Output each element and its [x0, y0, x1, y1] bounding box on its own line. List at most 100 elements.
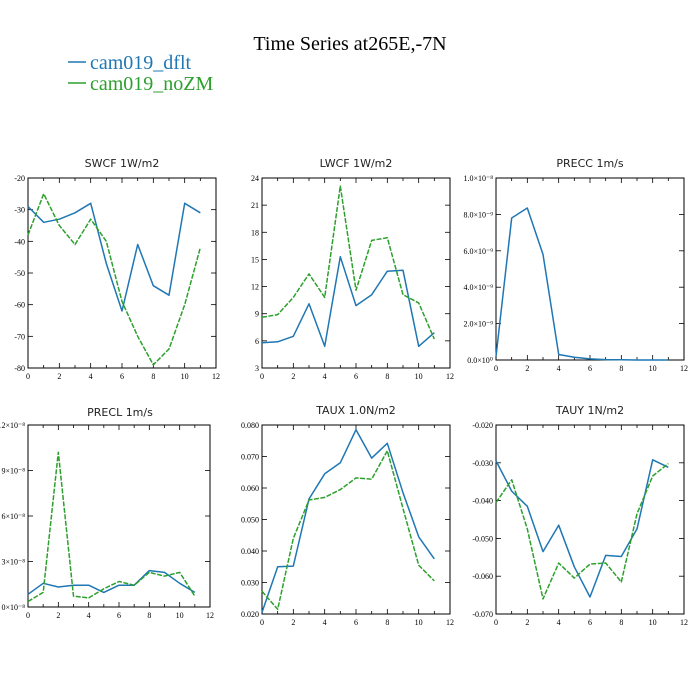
taux-y-tick-label: 0.050	[241, 516, 259, 525]
precc-x-tick-label: 12	[680, 364, 688, 373]
panel-swcf: SWCF 1W/m2 0 2 4 6 8 10 12 -80 -70 -60 -50 -40 -30 -2…	[14, 157, 220, 381]
lwcf-x-tick-label: 10	[415, 372, 423, 381]
precc-x-tick-label: 2	[525, 364, 529, 373]
taux-x-tick-label: 4	[323, 618, 327, 627]
precl-x-tick-label: 12	[206, 611, 214, 620]
taux-y-tick-label: 0.040	[241, 547, 259, 556]
lwcf-x-tick-label: 2	[291, 372, 295, 381]
swcf-y-tick-label: -70	[14, 332, 25, 341]
tauy-y-tick-label: -0.060	[472, 572, 493, 581]
taux-y-tick-label: 0.060	[241, 484, 259, 493]
swcf-x-tick-label: 12	[212, 372, 220, 381]
taux-y-tick-label: 0.070	[241, 453, 259, 462]
lwcf-x-tick-label: 8	[385, 372, 389, 381]
swcf-x-tick-label: 2	[57, 372, 61, 381]
swcf-series-cam019-noZM	[27, 193, 202, 366]
swcf-x-tick-label: 8	[151, 372, 155, 381]
lwcf-series-cam019-noZM	[261, 185, 435, 340]
tauy-series-cam019-noZM	[495, 463, 669, 600]
panel-title-lwcf: LWCF 1W/m2	[320, 157, 393, 170]
swcf-y-tick-label: -40	[14, 237, 25, 246]
precl-x-tick-label: 4	[87, 611, 91, 620]
panel-title-taux: TAUX 1.0N/m2	[315, 404, 396, 417]
swcf-y-tick-label: -20	[14, 174, 25, 183]
lwcf-y-tick-label: 3	[255, 364, 259, 373]
precc-y-tick-label: 4.0×10⁻⁹	[463, 283, 493, 292]
swcf-series-cam019-dflt	[27, 202, 201, 312]
lwcf-y-tick-label: 6	[255, 337, 259, 346]
lwcf-x-tick-label: 12	[446, 372, 454, 381]
precc-y-tick-label: 8.0×10⁻⁹	[463, 210, 493, 219]
swcf-y-tick-label: -60	[14, 301, 25, 310]
tauy-series-cam019-dflt	[495, 459, 669, 598]
tauy-x-tick-label: 0	[494, 618, 498, 627]
precc-plot-frame	[495, 177, 685, 361]
lwcf-series-cam019-dflt	[261, 255, 435, 348]
tauy-x-tick-label: 6	[588, 618, 592, 627]
taux-series-cam019-noZM	[261, 450, 435, 611]
precl-x-tick-label: 8	[147, 611, 151, 620]
lwcf-x-tick-label: 4	[323, 372, 327, 381]
precc-y-tick-label: 1.0×10⁻⁸	[463, 174, 493, 183]
panel-precl: PRECL 1m/s 0 2 4 6 8 10 12 0×10⁻⁸ 3×10⁻⁸ 6×10⁻⁸ 9×…	[0, 406, 214, 620]
taux-x-tick-label: 10	[415, 618, 423, 627]
lwcf-x-tick-label: 6	[354, 372, 358, 381]
panel-title-precl: PRECL 1m/s	[87, 406, 153, 419]
precc-series-cam019-dflt	[495, 207, 669, 361]
taux-plot-frame	[261, 424, 451, 615]
taux-y-tick-label: 0.030	[241, 579, 259, 588]
precl-x-tick-label: 0	[26, 611, 30, 620]
swcf-y-tick-label: -80	[14, 364, 25, 373]
tauy-y-tick-label: -0.030	[472, 459, 493, 468]
lwcf-y-tick-label: 21	[251, 201, 259, 210]
precc-y-tick-label: 2.0×10⁻⁹	[463, 320, 493, 329]
tauy-x-tick-label: 8	[619, 618, 623, 627]
taux-y-tick-label: 0.020	[241, 610, 259, 619]
swcf-y-tick-label: -30	[14, 206, 25, 215]
panel-tauy: TAUY 1N/m2 0 2 4 6 8 10 12 -0.070 -0.060 -0.050 -0…	[472, 404, 688, 627]
swcf-x-tick-label: 10	[181, 372, 189, 381]
taux-x-tick-label: 2	[291, 618, 295, 627]
precl-y-tick-label: 12×10⁻⁸	[0, 421, 25, 430]
precl-y-tick-label: 3×10⁻⁸	[1, 558, 25, 567]
tauy-x-tick-label: 4	[557, 618, 561, 627]
tauy-y-tick-label: -0.020	[472, 421, 493, 430]
precc-x-tick-label: 8	[619, 364, 623, 373]
tauy-x-tick-label: 2	[525, 618, 529, 627]
swcf-y-tick-label: -50	[14, 269, 25, 278]
figure-title: Time Series at265E,-7N	[253, 33, 446, 55]
legend: cam019_dflt cam019_noZM	[68, 52, 214, 95]
panel-title-tauy: TAUY 1N/m2	[555, 404, 624, 417]
lwcf-y-tick-label: 9	[255, 310, 259, 319]
precl-x-tick-label: 10	[176, 611, 184, 620]
precc-y-tick-label: 6.0×10⁻⁹	[463, 247, 493, 256]
lwcf-plot-frame	[261, 177, 451, 369]
panel-precc: PRECC 1m/s 0 2 4 6 8 10 12 0.0×10⁰ 2.0×10⁻⁹ 4.0×1…	[463, 157, 688, 373]
legend-label-dflt: cam019_dflt	[90, 52, 192, 74]
taux-series-cam019-dflt	[261, 428, 435, 613]
precl-x-tick-label: 2	[56, 611, 60, 620]
precc-y-tick-label: 0.0×10⁰	[467, 356, 493, 365]
lwcf-y-tick-label: 24	[251, 174, 259, 183]
tauy-y-tick-label: -0.040	[472, 497, 493, 506]
tauy-x-tick-label: 10	[649, 618, 657, 627]
swcf-x-tick-label: 4	[89, 372, 93, 381]
precc-x-tick-label: 6	[588, 364, 592, 373]
precc-x-tick-label: 4	[557, 364, 561, 373]
precl-plot-frame	[27, 424, 211, 608]
taux-x-tick-label: 12	[446, 618, 454, 627]
precl-y-tick-label: 9×10⁻⁸	[1, 467, 25, 476]
precl-series-cam019-dflt	[27, 569, 196, 595]
tauy-x-tick-label: 12	[680, 618, 688, 627]
precl-x-tick-label: 6	[117, 611, 121, 620]
precc-x-tick-label: 0	[494, 364, 498, 373]
swcf-plot-frame	[27, 177, 217, 369]
precc-x-tick-label: 10	[649, 364, 657, 373]
panel-title-swcf: SWCF 1W/m2	[85, 157, 160, 170]
panel-taux: TAUX 1.0N/m2 0 2 4 6 8 10 12 0.020 0.030 0.040 0.0…	[241, 404, 454, 627]
panel-title-precc: PRECC 1m/s	[556, 157, 624, 170]
precl-y-tick-label: 6×10⁻⁸	[1, 512, 25, 521]
taux-x-tick-label: 0	[260, 618, 264, 627]
